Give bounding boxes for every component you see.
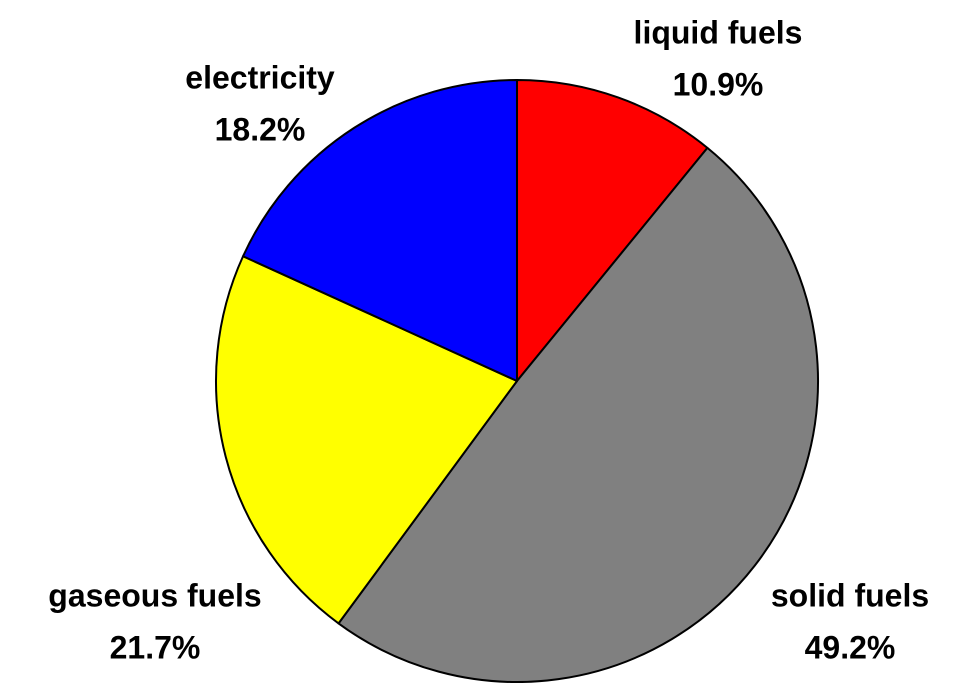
slice-value-label: 21.7% xyxy=(110,629,201,665)
pie-slice xyxy=(215,255,518,625)
slice-label: solid fuels xyxy=(771,577,929,613)
slice-value-label: 49.2% xyxy=(805,629,896,665)
slice-label: liquid fuels xyxy=(634,14,803,50)
slice-label: electricity xyxy=(185,59,335,95)
slice-value-label: 10.9% xyxy=(673,66,764,102)
slice-label: gaseous fuels xyxy=(48,577,261,613)
pie-slice xyxy=(242,79,518,382)
pie-slice xyxy=(516,79,709,382)
pie-slice xyxy=(337,146,819,683)
slice-value-label: 18.2% xyxy=(215,111,306,147)
